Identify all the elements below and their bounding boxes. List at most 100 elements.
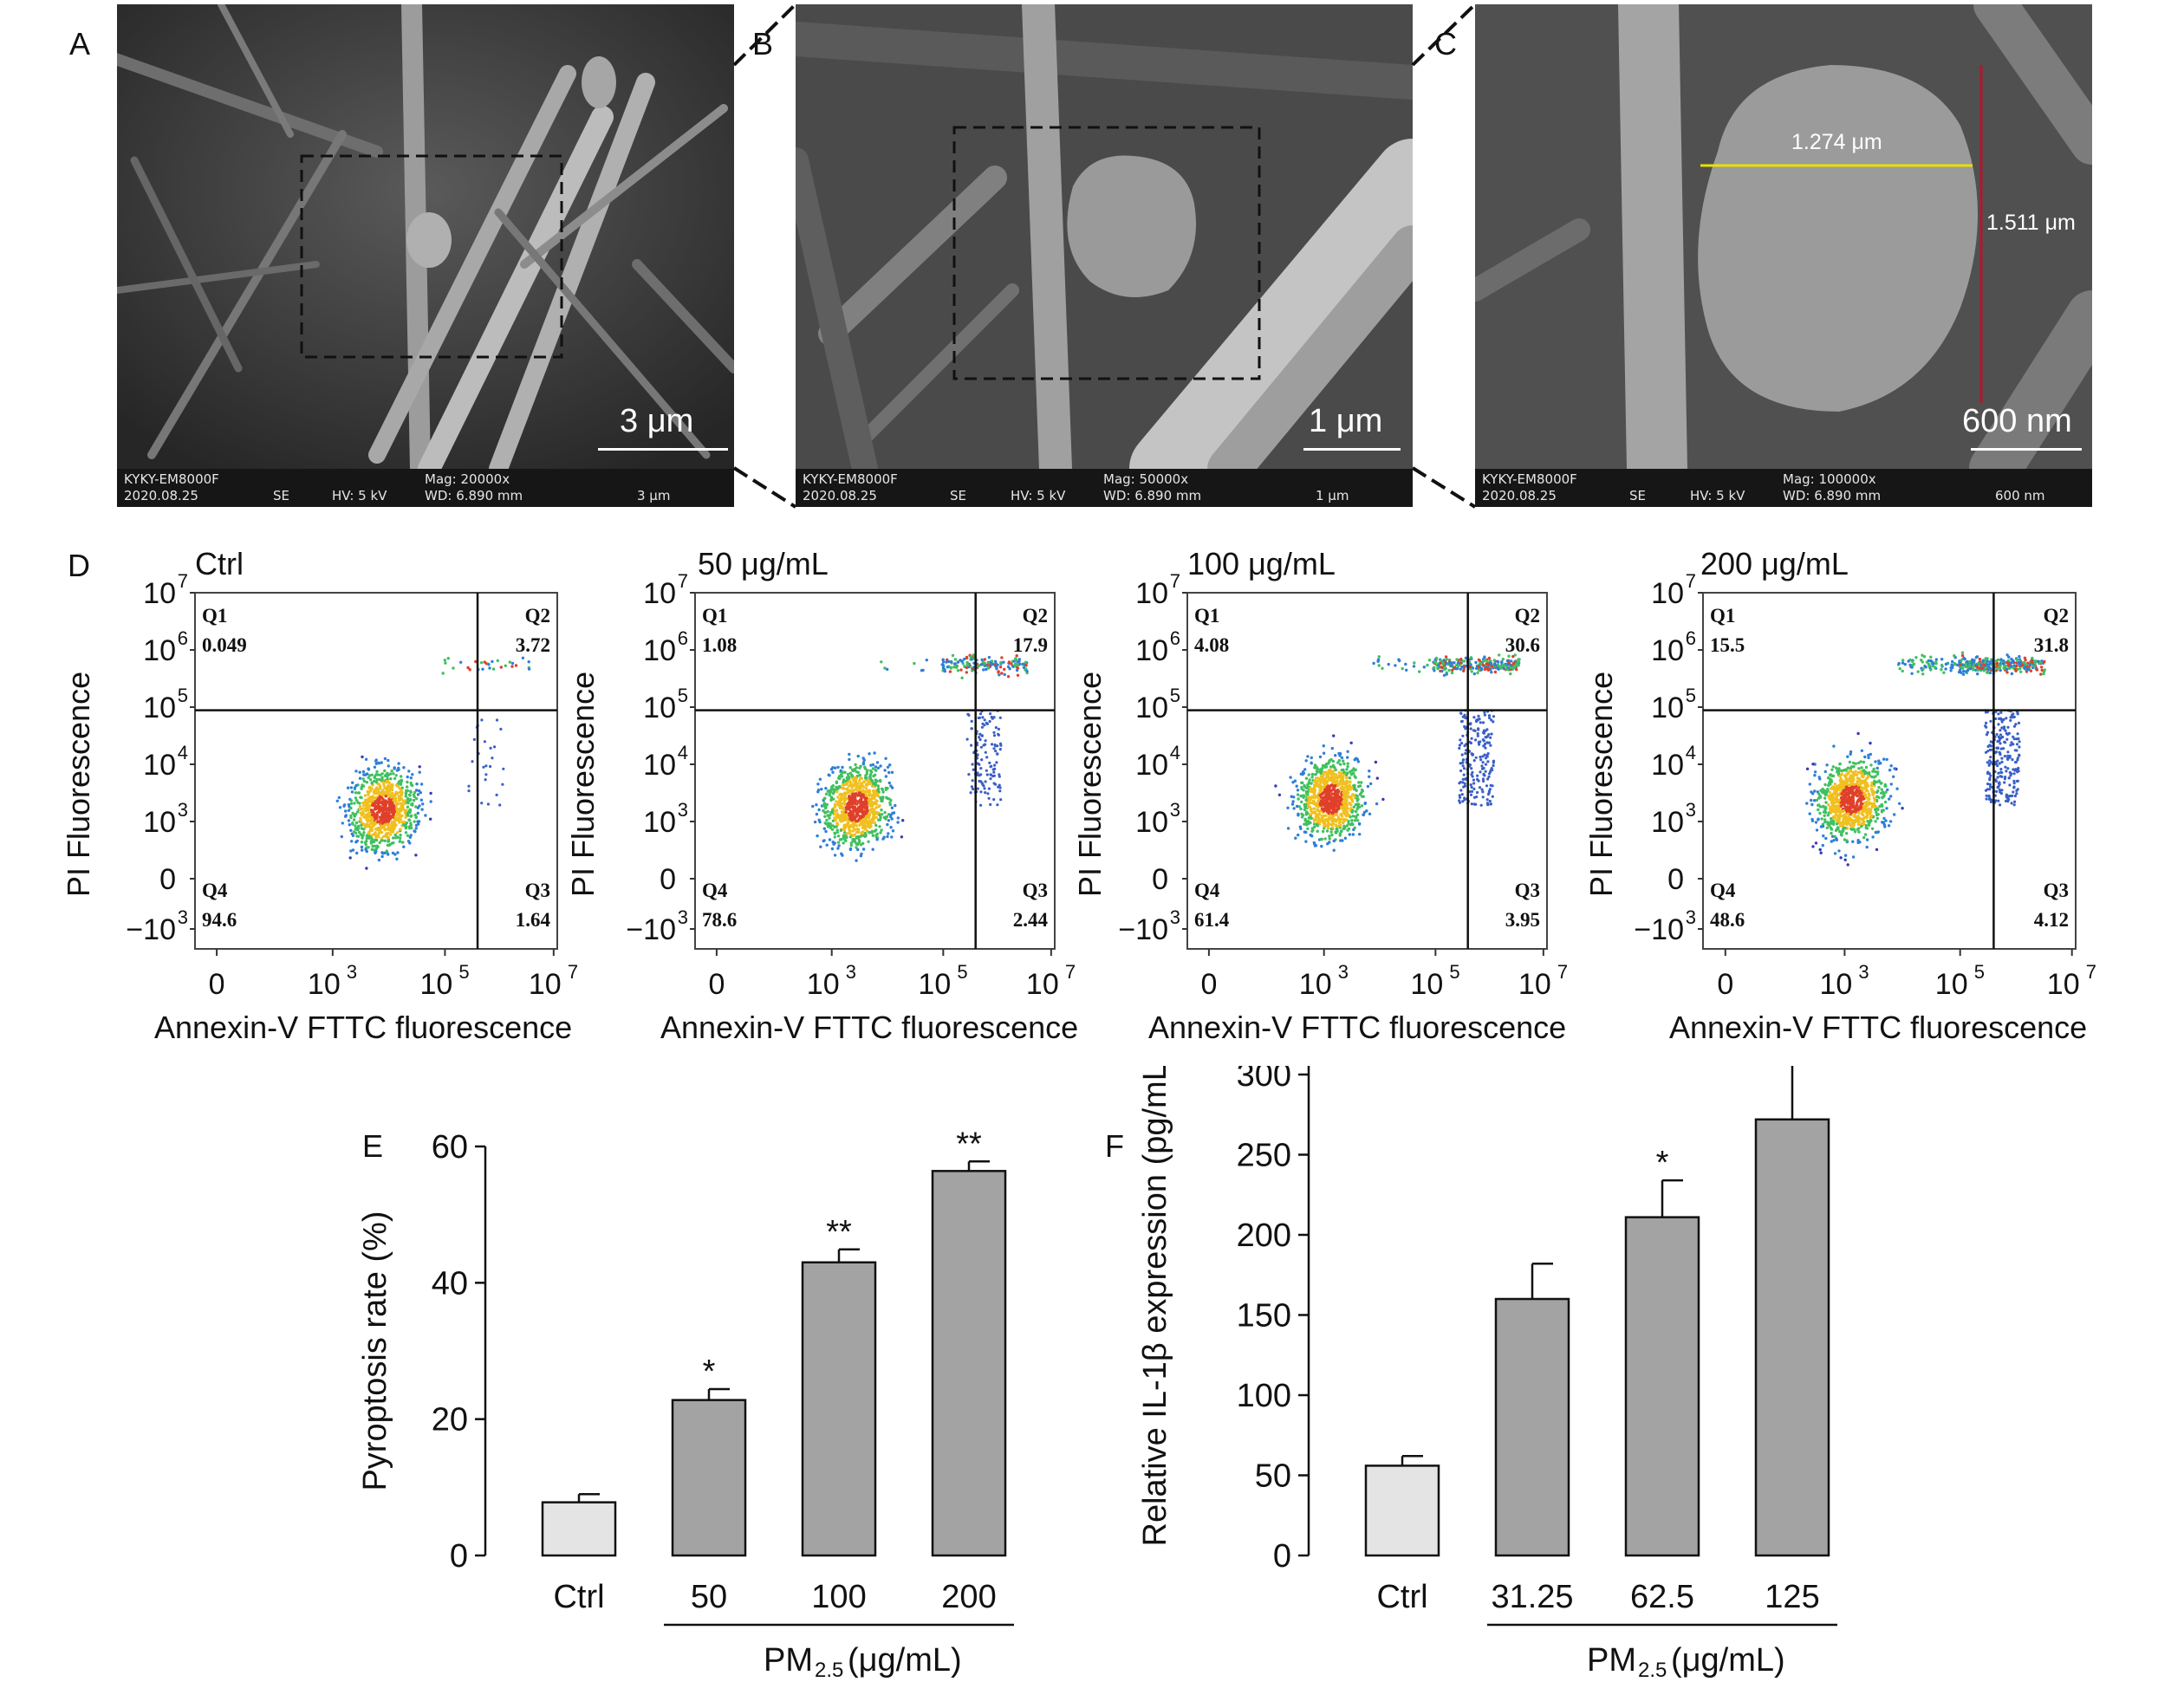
flow-event bbox=[392, 836, 395, 840]
flow-event bbox=[354, 791, 358, 795]
flow-event bbox=[1869, 819, 1873, 822]
flow-event bbox=[444, 661, 447, 665]
flow-event bbox=[406, 789, 410, 793]
y-tick-exponent: 5 bbox=[1170, 685, 1180, 706]
flow-event bbox=[1875, 780, 1879, 784]
flow-event bbox=[1885, 757, 1888, 762]
flow-event bbox=[1328, 817, 1331, 822]
flow-event bbox=[385, 789, 388, 792]
flow-event bbox=[1868, 797, 1871, 801]
flow-event bbox=[1434, 656, 1439, 660]
flow-event bbox=[993, 659, 998, 663]
flow-event bbox=[1445, 658, 1449, 661]
flow-event bbox=[1829, 810, 1833, 814]
flow-event bbox=[1482, 773, 1485, 776]
quadrant-name: Q4 bbox=[1194, 880, 1220, 901]
quadrant-value: 78.6 bbox=[702, 909, 737, 931]
flow-event bbox=[976, 771, 979, 775]
quadrant-name: Q2 bbox=[1515, 605, 1540, 627]
flow-event bbox=[884, 817, 887, 821]
flow-event bbox=[1336, 815, 1341, 819]
flow-event bbox=[871, 767, 875, 770]
flow-event bbox=[983, 787, 986, 790]
flow-event bbox=[874, 778, 877, 782]
flow-event bbox=[1014, 658, 1018, 662]
flow-event bbox=[852, 805, 855, 809]
flow-event bbox=[483, 660, 486, 664]
flow-event bbox=[1856, 731, 1860, 736]
flow-event bbox=[414, 796, 419, 801]
flow-event bbox=[1833, 805, 1836, 809]
flow-event bbox=[1821, 787, 1824, 791]
flow-event bbox=[1305, 792, 1309, 796]
flow-event bbox=[1310, 776, 1314, 779]
flow-event bbox=[1459, 657, 1463, 661]
flow-event bbox=[1352, 805, 1356, 809]
flow-event bbox=[1463, 796, 1466, 800]
flow-event bbox=[1851, 789, 1855, 794]
flow-event bbox=[1871, 835, 1875, 839]
flow-event bbox=[1319, 818, 1323, 822]
flow-event bbox=[1353, 758, 1356, 762]
flow-event bbox=[1329, 799, 1334, 803]
flow-event bbox=[1321, 763, 1325, 768]
flow-event bbox=[1297, 812, 1300, 815]
meta-mode: SE bbox=[1629, 488, 1646, 503]
flow-event bbox=[858, 779, 861, 783]
flow-event bbox=[404, 795, 407, 798]
flow-event bbox=[1823, 793, 1828, 796]
flow-event bbox=[1864, 811, 1869, 815]
flow-event bbox=[416, 793, 420, 796]
flow-event bbox=[1341, 777, 1345, 782]
flow-event bbox=[1306, 827, 1310, 830]
flow-event bbox=[370, 826, 374, 829]
flow-event bbox=[1295, 804, 1299, 809]
x-tick-label: 10 bbox=[1299, 968, 1332, 1001]
flow-event bbox=[984, 791, 987, 795]
flow-event bbox=[1458, 746, 1461, 750]
flow-event bbox=[999, 744, 1003, 747]
flow-event bbox=[379, 790, 382, 795]
flow-event bbox=[840, 820, 843, 823]
flow-event bbox=[393, 853, 397, 856]
y-tick-label: 10 bbox=[643, 806, 676, 839]
y-tick-label: −10 bbox=[126, 913, 176, 946]
flow-event bbox=[373, 838, 377, 842]
flow-event bbox=[1997, 712, 2000, 716]
flow-event bbox=[1368, 812, 1372, 815]
flow-event bbox=[1472, 782, 1476, 785]
flow-event bbox=[1461, 761, 1465, 764]
flow-event bbox=[1883, 800, 1888, 804]
flow-event bbox=[387, 817, 390, 821]
flow-event bbox=[2035, 668, 2039, 672]
flow-event bbox=[1481, 790, 1485, 794]
flow-event bbox=[857, 818, 861, 822]
flow-event bbox=[1323, 824, 1327, 828]
flow-event bbox=[834, 766, 837, 770]
meta-bar: 3 μm bbox=[637, 488, 671, 503]
flow-event bbox=[1472, 778, 1475, 782]
flow-event bbox=[1862, 813, 1865, 817]
flow-event bbox=[498, 803, 502, 807]
flow-event bbox=[356, 791, 361, 795]
flow-event bbox=[977, 716, 980, 720]
flow-event bbox=[1459, 762, 1462, 765]
flow-event bbox=[1862, 816, 1866, 820]
flow-event bbox=[1874, 770, 1877, 774]
flow-event bbox=[404, 831, 408, 835]
flow-event bbox=[969, 655, 972, 659]
flow-event bbox=[397, 796, 400, 800]
flow-event bbox=[1818, 794, 1822, 798]
flow-event bbox=[398, 821, 401, 824]
flow-event bbox=[1341, 839, 1344, 842]
flow-event bbox=[382, 826, 386, 829]
flow-event bbox=[1485, 662, 1489, 666]
flow-event bbox=[1828, 808, 1832, 811]
meta-instrument: KYKY-EM8000F bbox=[124, 471, 219, 487]
flow-event bbox=[1320, 844, 1323, 848]
flow-event bbox=[367, 817, 370, 822]
flow-event bbox=[836, 847, 840, 850]
y-tick-label: 10 bbox=[143, 577, 176, 610]
flow-event bbox=[1873, 799, 1876, 802]
flow-event bbox=[2003, 740, 2006, 744]
